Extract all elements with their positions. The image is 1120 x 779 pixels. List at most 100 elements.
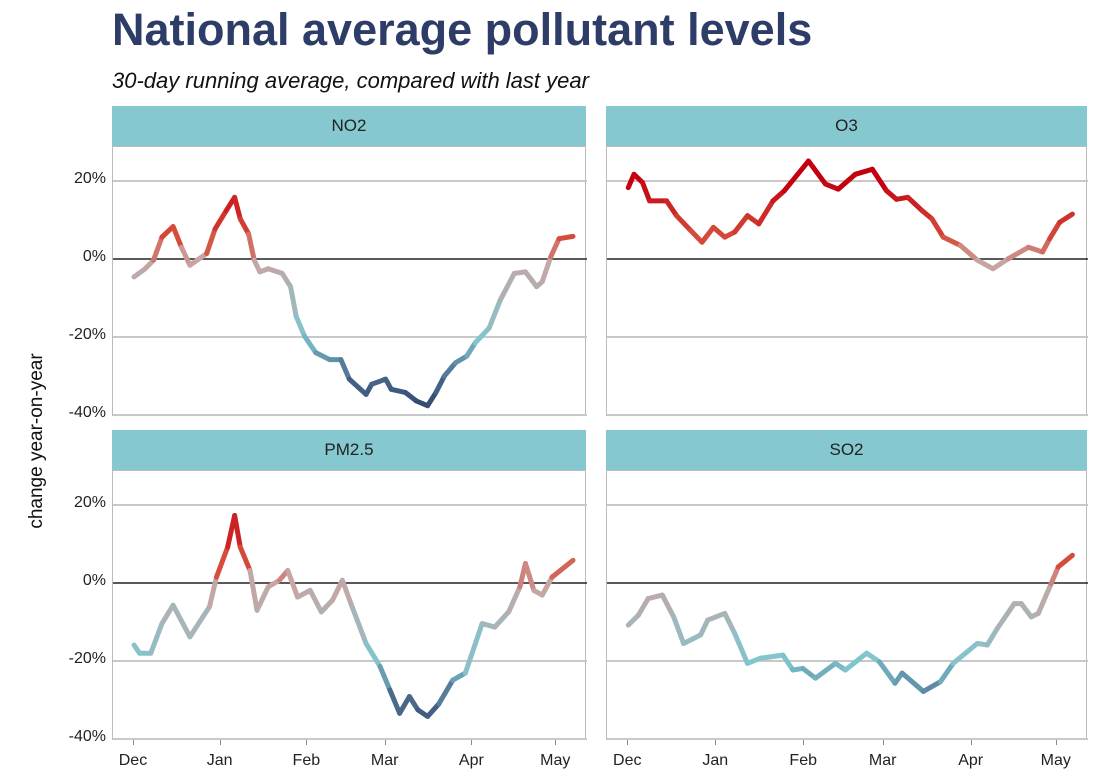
plot-area — [112, 470, 587, 741]
series-segment-so2 — [1048, 564, 1061, 587]
panel-no2: NO2 — [112, 106, 587, 417]
series-segment-no2 — [425, 389, 439, 409]
series-segment-so2 — [876, 659, 898, 686]
panel-so2: SO2 — [606, 430, 1088, 741]
series-segment-no2 — [346, 376, 369, 397]
series-segment-so2 — [635, 596, 651, 618]
series-segment-o3 — [805, 158, 829, 187]
y-tick-label: 0% — [82, 571, 106, 589]
series-segment-no2 — [433, 373, 447, 395]
x-tick-label: Apr — [458, 752, 484, 769]
y-tick-label: -40% — [68, 404, 106, 422]
series-segment-no2 — [338, 357, 352, 382]
series-segment-no2 — [302, 333, 319, 356]
series-segment-o3 — [688, 227, 705, 245]
x-tick-mark — [384, 740, 386, 745]
series-segment-so2 — [1055, 552, 1075, 570]
series-segment-so2 — [950, 640, 980, 666]
series-segment-so2 — [698, 617, 711, 638]
series-segment-o3 — [1040, 236, 1053, 255]
series-segment-o3 — [756, 198, 776, 227]
series-segment-no2 — [556, 233, 576, 242]
x-tick-label: Dec — [613, 752, 642, 769]
series-segment-o3 — [1047, 219, 1063, 242]
series-segment-so2 — [722, 610, 738, 636]
series-segment-o3 — [1057, 211, 1075, 225]
series-segment-so2 — [671, 614, 687, 646]
series-segment-o3 — [732, 213, 750, 235]
line-chart — [607, 503, 1088, 741]
panel-o3: O3 — [606, 106, 1088, 417]
series-segment-so2 — [937, 660, 956, 685]
y-tick-label: 20% — [73, 493, 106, 511]
series-segment-no2 — [522, 269, 540, 290]
series-segment-o3 — [770, 188, 787, 204]
x-tick-mark — [219, 740, 221, 745]
series-segment-pm25 — [254, 584, 271, 613]
panel-pm25: PM2.5 — [112, 430, 587, 741]
series-segment-o3 — [639, 180, 653, 204]
series-segment-pm25 — [339, 577, 355, 610]
series-segment-so2 — [800, 665, 819, 681]
x-tick-label: Feb — [789, 752, 818, 769]
series-segment-o3 — [929, 216, 946, 240]
series-segment-no2 — [548, 236, 562, 260]
series-segment-pm25 — [377, 663, 393, 693]
x-tick-mark — [471, 740, 473, 745]
series-segment-so2 — [681, 632, 704, 646]
series-segment-o3 — [957, 242, 980, 263]
series-segment-no2 — [486, 297, 503, 331]
line-chart — [607, 158, 1088, 417]
x-tick-mark — [555, 740, 557, 745]
series-segment-o3 — [852, 166, 875, 177]
series-segment-pm25 — [397, 694, 412, 716]
series-segment-pm25 — [363, 640, 383, 669]
series-segment-so2 — [705, 610, 728, 623]
series-segment-no2 — [170, 224, 185, 250]
y-tick-label: -20% — [68, 326, 106, 343]
x-tick-label: Apr — [958, 752, 984, 769]
series-segment-pm25 — [247, 567, 260, 613]
series-segment-pm25 — [330, 577, 345, 603]
series-segment-so2 — [920, 679, 943, 694]
series-segment-pm25 — [206, 574, 219, 610]
series-segment-no2 — [187, 251, 210, 268]
series-segment-no2 — [237, 216, 252, 237]
plot-area — [606, 470, 1088, 741]
series-segment-so2 — [780, 652, 796, 673]
series-segment-no2 — [497, 270, 517, 303]
y-tick-label: -20% — [68, 650, 106, 667]
series-segment-no2 — [151, 234, 165, 263]
x-tick-mark — [970, 740, 972, 745]
series-segment-so2 — [994, 601, 1017, 632]
series-segment-no2 — [179, 244, 193, 268]
series-segment-pm25 — [539, 574, 555, 598]
x-tick-label: Jan — [702, 752, 729, 769]
series-segment-pm25 — [406, 694, 421, 713]
series-segment-o3 — [664, 198, 680, 219]
series-segment-pm25 — [159, 602, 176, 627]
series-segment-so2 — [842, 650, 870, 673]
x-tick-label: Jan — [206, 752, 233, 769]
line-chart — [113, 179, 587, 417]
series-segment-no2 — [279, 270, 294, 290]
plot-area — [606, 146, 1088, 417]
series-segment-pm25 — [506, 584, 523, 615]
series-segment-pm25 — [232, 512, 243, 550]
series-segment-no2 — [293, 313, 308, 339]
series-segment-so2 — [813, 660, 838, 681]
x-tick-label: Mar — [370, 752, 399, 769]
series-segment-pm25 — [492, 609, 512, 630]
series-segment-so2 — [659, 592, 677, 620]
line-chart — [113, 503, 587, 741]
series-segment-so2 — [757, 652, 786, 661]
series-segment-pm25 — [237, 544, 253, 573]
x-tick-label: May — [540, 752, 571, 769]
series-segment-so2 — [864, 650, 882, 665]
series-segment-so2 — [1035, 581, 1054, 616]
x-tick-label: May — [1040, 752, 1071, 769]
series-segment-pm25 — [318, 597, 336, 615]
plot-area — [112, 146, 587, 417]
series-segment-o3 — [699, 224, 716, 245]
series-segment-pm25 — [387, 687, 403, 716]
